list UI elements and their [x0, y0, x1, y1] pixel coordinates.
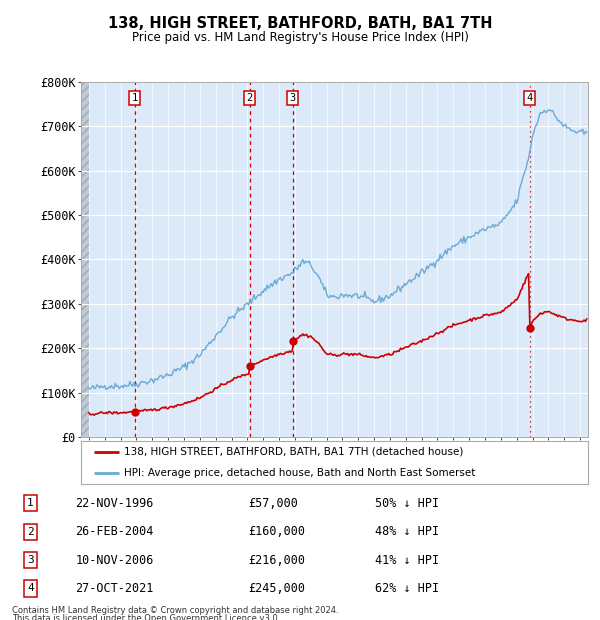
Text: 4: 4	[527, 93, 533, 103]
Text: 138, HIGH STREET, BATHFORD, BATH, BA1 7TH: 138, HIGH STREET, BATHFORD, BATH, BA1 7T…	[108, 16, 492, 30]
Text: 3: 3	[290, 93, 296, 103]
Text: 3: 3	[27, 555, 34, 565]
Text: 4: 4	[27, 583, 34, 593]
Text: Price paid vs. HM Land Registry's House Price Index (HPI): Price paid vs. HM Land Registry's House …	[131, 31, 469, 44]
Text: 27-OCT-2021: 27-OCT-2021	[76, 582, 154, 595]
Text: 50% ↓ HPI: 50% ↓ HPI	[375, 497, 439, 510]
Text: 62% ↓ HPI: 62% ↓ HPI	[375, 582, 439, 595]
Text: This data is licensed under the Open Government Licence v3.0.: This data is licensed under the Open Gov…	[12, 614, 280, 620]
Text: Contains HM Land Registry data © Crown copyright and database right 2024.: Contains HM Land Registry data © Crown c…	[12, 606, 338, 616]
Text: 1: 1	[27, 498, 34, 508]
Text: £245,000: £245,000	[248, 582, 305, 595]
Text: 10-NOV-2006: 10-NOV-2006	[76, 554, 154, 567]
Text: £216,000: £216,000	[248, 554, 305, 567]
Polygon shape	[81, 64, 89, 437]
Text: 2: 2	[247, 93, 253, 103]
Text: £160,000: £160,000	[248, 525, 305, 538]
Text: £57,000: £57,000	[248, 497, 298, 510]
Text: 26-FEB-2004: 26-FEB-2004	[76, 525, 154, 538]
Text: 1: 1	[132, 93, 138, 103]
Text: 48% ↓ HPI: 48% ↓ HPI	[375, 525, 439, 538]
Text: 22-NOV-1996: 22-NOV-1996	[76, 497, 154, 510]
Text: 138, HIGH STREET, BATHFORD, BATH, BA1 7TH (detached house): 138, HIGH STREET, BATHFORD, BATH, BA1 7T…	[124, 447, 463, 457]
Text: HPI: Average price, detached house, Bath and North East Somerset: HPI: Average price, detached house, Bath…	[124, 468, 475, 478]
Text: 2: 2	[27, 527, 34, 537]
Text: 41% ↓ HPI: 41% ↓ HPI	[375, 554, 439, 567]
